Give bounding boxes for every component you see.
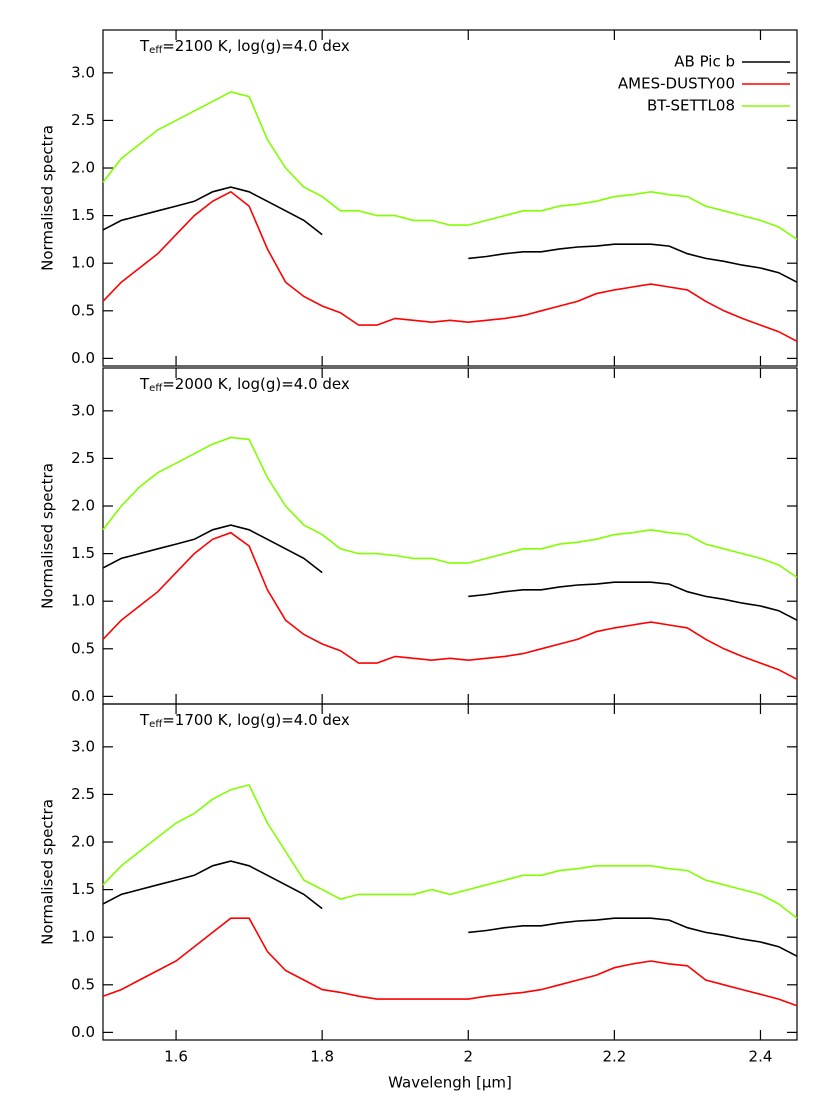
y-tick-label: 1.0 — [71, 928, 95, 946]
y-tick-label: 0.0 — [71, 1023, 95, 1041]
spectrum-line — [102, 190, 798, 343]
y-tick-label: 2.0 — [71, 159, 95, 177]
y-tick-label: 1.0 — [71, 254, 95, 272]
spectrum-line — [102, 531, 798, 681]
plot-frame — [102, 703, 798, 1041]
y-tick-label: 0.5 — [71, 975, 95, 993]
title-sub: eff — [149, 719, 163, 730]
y-tick-label: 2.0 — [71, 833, 95, 851]
y-tick-label: 0.0 — [71, 687, 95, 705]
plot-frame — [102, 29, 798, 367]
plot-frame — [102, 367, 798, 705]
x-tick-label: 2.4 — [749, 1048, 773, 1066]
spectrum-line — [102, 783, 798, 919]
panel-title: Teff=2100 K, log(g)=4.0 dex — [139, 37, 350, 57]
title-main: T — [139, 375, 150, 393]
y-tick-label: 1.5 — [71, 880, 95, 898]
y-tick-label: 0.5 — [71, 639, 95, 657]
spectrum-line — [102, 186, 798, 283]
y-tick-label: 2.5 — [71, 449, 95, 467]
spectrum-line — [102, 860, 798, 957]
y-tick-label: 3.0 — [71, 63, 95, 81]
legend-label: BT-SETTL08 — [647, 97, 735, 115]
spectrum-line — [102, 524, 798, 621]
y-tick-label: 2.5 — [71, 785, 95, 803]
y-axis-label: Normalised spectra — [39, 799, 57, 945]
y-tick-label: 0.0 — [71, 349, 95, 367]
y-tick-label: 3.0 — [71, 401, 95, 419]
x-tick-label: 1.8 — [310, 1048, 334, 1066]
spectrum-line — [102, 917, 798, 1007]
title-sub: eff — [149, 45, 163, 56]
y-tick-label: 3.0 — [71, 737, 95, 755]
y-tick-label: 2.5 — [71, 111, 95, 129]
spectrum-line — [102, 91, 798, 241]
y-tick-label: 1.0 — [71, 592, 95, 610]
title-rest: =2100 K, log(g)=4.0 dex — [162, 37, 350, 55]
title-main: T — [139, 37, 150, 55]
legend-label: AMES-DUSTY00 — [618, 75, 735, 93]
y-tick-label: 2.0 — [71, 497, 95, 515]
x-axis-label: Wavelengh [μm] — [388, 1074, 512, 1092]
y-tick-label: 1.5 — [71, 544, 95, 562]
title-sub: eff — [149, 383, 163, 394]
panel-title: Teff=1700 K, log(g)=4.0 dex — [139, 711, 350, 731]
title-rest: =1700 K, log(g)=4.0 dex — [162, 711, 350, 729]
legend-label: AB Pic b — [674, 53, 735, 71]
y-axis-label: Normalised spectra — [39, 125, 57, 271]
y-tick-label: 1.5 — [71, 206, 95, 224]
y-axis-label: Normalised spectra — [39, 463, 57, 609]
x-tick-label: 2 — [463, 1048, 473, 1066]
panel-title: Teff=2000 K, log(g)=4.0 dex — [139, 375, 350, 395]
y-tick-label: 0.5 — [71, 301, 95, 319]
x-tick-label: 1.6 — [164, 1048, 188, 1066]
spectrum-line — [102, 436, 798, 579]
x-tick-label: 2.2 — [602, 1048, 626, 1066]
title-rest: =2000 K, log(g)=4.0 dex — [162, 375, 350, 393]
title-main: T — [139, 711, 150, 729]
